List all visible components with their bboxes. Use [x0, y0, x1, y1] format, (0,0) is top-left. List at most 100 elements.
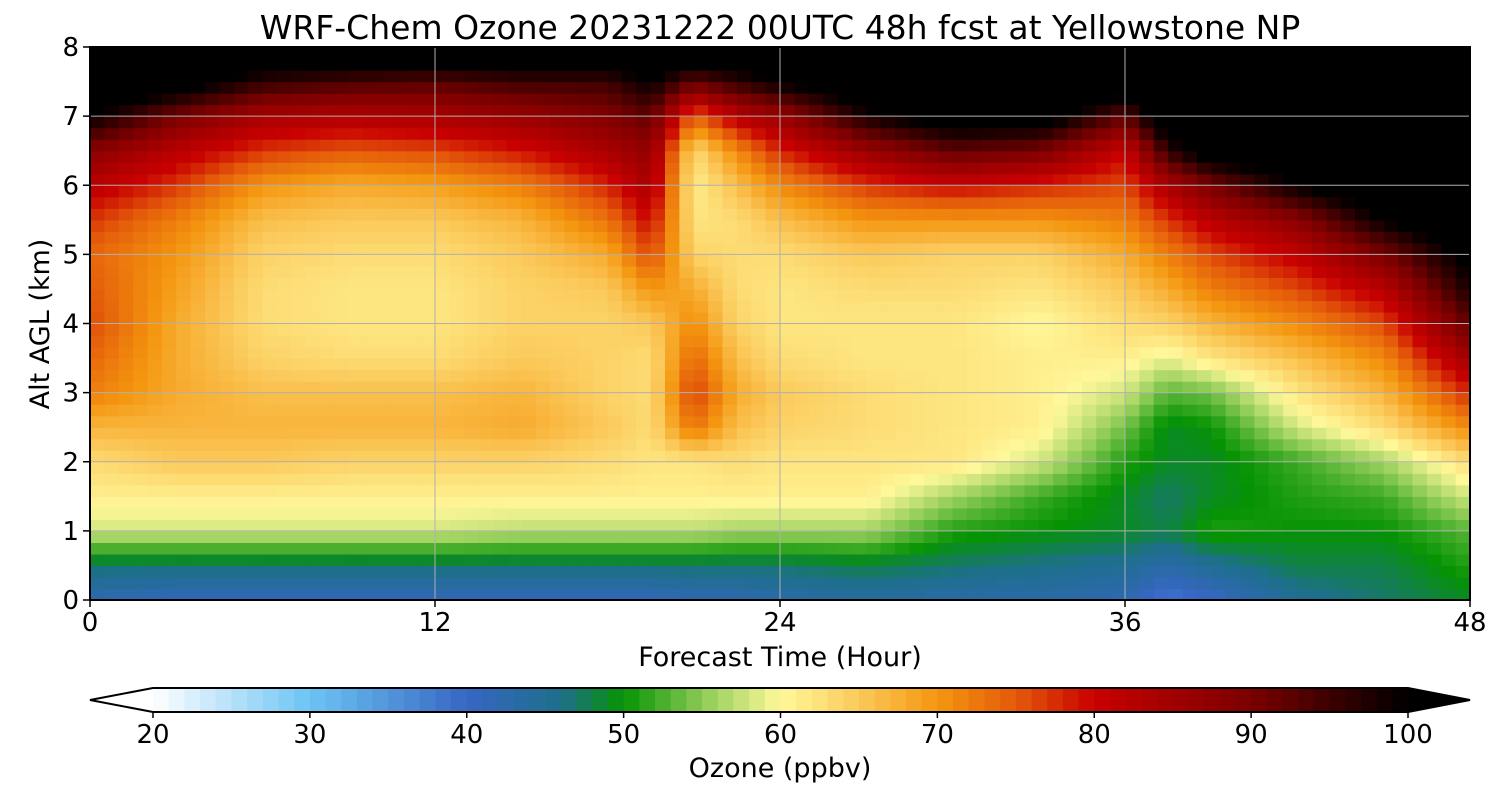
heatmap-cell — [693, 427, 709, 440]
heatmap-cell — [1182, 81, 1198, 94]
heatmap-cell — [966, 127, 982, 140]
heatmap-cell — [1355, 381, 1370, 394]
heatmap-cell — [363, 530, 379, 543]
heatmap-cell — [176, 196, 192, 209]
heatmap-cell — [1326, 93, 1342, 106]
heatmap-cell — [1268, 219, 1284, 232]
heatmap-cell — [679, 438, 695, 451]
heatmap-cell — [693, 507, 709, 520]
heatmap-cell — [1311, 47, 1327, 60]
heatmap-cell — [320, 58, 335, 71]
heatmap-cell — [363, 392, 379, 405]
heatmap-cell — [1225, 484, 1241, 497]
heatmap-cell — [866, 104, 882, 117]
heatmap-cell — [118, 58, 134, 71]
heatmap-cell — [966, 473, 982, 486]
heatmap-cell — [90, 381, 105, 394]
heatmap-cell — [1139, 369, 1155, 382]
heatmap-cell — [751, 93, 767, 106]
colorbar-swatch — [325, 688, 342, 712]
heatmap-cell — [305, 58, 321, 71]
heatmap-cell — [621, 162, 637, 175]
heatmap-cell — [808, 265, 824, 279]
heatmap-cell — [1441, 588, 1457, 601]
heatmap-cell — [966, 369, 982, 382]
heatmap-cell — [248, 104, 264, 117]
heatmap-cell — [1355, 427, 1370, 440]
heatmap-cell — [449, 346, 465, 359]
heatmap-cell — [837, 415, 853, 428]
heatmap-cell — [161, 335, 177, 348]
heatmap-cell — [104, 116, 120, 129]
heatmap-cell — [248, 450, 264, 463]
heatmap-cell — [1067, 127, 1083, 140]
heatmap-cell — [1211, 173, 1227, 186]
heatmap-cell — [104, 496, 120, 509]
heatmap-cell — [1110, 530, 1126, 543]
heatmap-cell — [506, 162, 522, 175]
heatmap-cell — [895, 300, 910, 313]
heatmap-cell — [90, 346, 105, 359]
heatmap-cell — [1355, 507, 1370, 520]
heatmap-cell — [1053, 300, 1069, 313]
heatmap-cell — [665, 127, 680, 140]
heatmap-cell — [578, 346, 594, 359]
heatmap-cell — [1139, 93, 1155, 106]
heatmap-cell — [780, 473, 795, 486]
heatmap-cell — [909, 242, 925, 255]
heatmap-cell — [1182, 461, 1198, 474]
heatmap-cell — [118, 507, 134, 520]
colorbar-swatch — [419, 688, 436, 712]
heatmap-cell — [492, 242, 508, 255]
heatmap-cell — [463, 162, 479, 175]
heatmap-cell — [765, 473, 781, 486]
heatmap-cell — [492, 116, 508, 129]
heatmap-cell — [1254, 415, 1270, 428]
heatmap-cell — [1024, 127, 1040, 140]
heatmap-cell — [736, 300, 752, 313]
heatmap-cell — [161, 116, 177, 129]
heatmap-cell — [1110, 381, 1126, 394]
heatmap-cell — [693, 58, 709, 71]
heatmap-cell — [923, 450, 939, 463]
heatmap-cell — [1110, 542, 1126, 555]
heatmap-cell — [1038, 185, 1054, 198]
heatmap-cell — [449, 484, 465, 497]
heatmap-cell — [233, 300, 249, 313]
heatmap-cell — [593, 47, 609, 60]
heatmap-cell — [1067, 530, 1083, 543]
heatmap-cell — [650, 346, 666, 359]
heatmap-cell — [1254, 392, 1270, 405]
heatmap-cell — [1268, 427, 1284, 440]
heatmap-cell — [1455, 323, 1471, 336]
heatmap-cell — [938, 81, 954, 94]
heatmap-cell — [1297, 323, 1313, 336]
heatmap-cell — [621, 219, 637, 232]
heatmap-cell — [305, 588, 321, 601]
heatmap-cell — [377, 81, 393, 94]
heatmap-cell — [708, 104, 724, 117]
heatmap-cell — [1053, 47, 1069, 60]
heatmap-cell — [1110, 93, 1126, 106]
heatmap-cell — [276, 427, 292, 440]
heatmap-cell — [90, 265, 105, 279]
heatmap-cell — [291, 507, 307, 520]
heatmap-cell — [981, 369, 997, 382]
heatmap-cell — [1110, 519, 1126, 532]
heatmap-cell — [981, 346, 997, 359]
heatmap-cell — [665, 542, 680, 555]
heatmap-cell — [1283, 288, 1299, 302]
colorbar-swatch — [639, 688, 656, 712]
heatmap-cell — [1311, 381, 1327, 394]
heatmap-cell — [621, 231, 637, 244]
heatmap-cell — [607, 185, 623, 198]
heatmap-cell — [1297, 70, 1313, 83]
heatmap-cell — [1196, 196, 1212, 209]
heatmap-cell — [262, 93, 278, 106]
heatmap-cell — [851, 242, 867, 255]
heatmap-cell — [118, 450, 134, 463]
heatmap-cell — [118, 438, 134, 451]
heatmap-cell — [1240, 496, 1255, 509]
heatmap-cell — [909, 311, 925, 325]
heatmap-cell — [205, 254, 220, 267]
